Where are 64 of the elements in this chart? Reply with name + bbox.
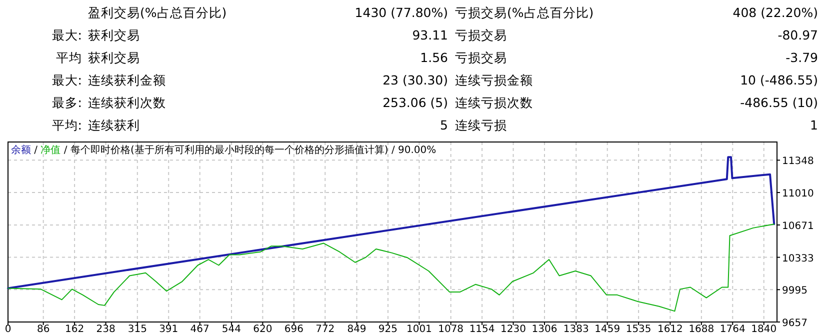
x-tick-label: 1383 <box>563 324 589 334</box>
x-tick-label: 1154 <box>469 324 495 334</box>
text: 10 (-486.55) <box>740 72 818 88</box>
y-tick-label: 9657 <box>782 318 808 329</box>
x-tick-label: 1535 <box>626 324 652 334</box>
x-tick-label: 1764 <box>720 324 746 334</box>
x-tick-label: 86 <box>36 324 50 334</box>
x-tick-label: 238 <box>96 324 116 334</box>
annotation: / <box>31 145 41 156</box>
x-tick-label: 1306 <box>532 324 558 334</box>
x-tick-label: 315 <box>128 324 147 334</box>
text: 亏损交易(%占总百分比) <box>455 5 594 20</box>
text: -486.55 (10) <box>740 95 818 110</box>
text: 连续获利 <box>88 118 140 132</box>
text: 最多: <box>52 95 82 110</box>
x-tick-label: 467 <box>190 324 210 334</box>
text: 平均 <box>56 50 82 65</box>
text: 1430 (77.80%) <box>354 5 448 20</box>
x-tick-label: 772 <box>316 324 335 334</box>
y-tick-label: 11348 <box>782 156 814 168</box>
text: 1 <box>810 118 818 132</box>
x-tick-label: 0 <box>4 324 12 334</box>
x-tick-label: 391 <box>159 324 178 334</box>
text: 亏损交易 <box>455 28 507 42</box>
text: 获利交易 <box>88 28 140 42</box>
x-tick-label: 544 <box>222 324 242 334</box>
text: 1.56 <box>420 50 448 65</box>
text: 408 (22.20%) <box>732 5 818 20</box>
text: 平均: <box>52 118 82 132</box>
text: 连续亏损 <box>455 118 507 132</box>
text: 93.11 <box>412 28 448 42</box>
x-tick-label: 1612 <box>657 324 683 334</box>
text: -80.97 <box>778 28 818 42</box>
y-tick-label: 10671 <box>782 220 814 232</box>
x-tick-label: 849 <box>347 324 366 334</box>
text: 253.06 (5) <box>382 95 448 110</box>
text: 连续获利金额 <box>88 72 166 88</box>
x-tick-label: 1001 <box>406 324 432 334</box>
x-tick-label: 1840 <box>751 324 777 334</box>
text: 最大: <box>52 72 82 88</box>
x-tick-label: 1230 <box>500 324 526 334</box>
text: 获利交易 <box>88 50 140 65</box>
x-tick-label: 620 <box>253 324 272 334</box>
text: -3.79 <box>786 50 818 65</box>
text: 连续获利次数 <box>88 95 166 110</box>
x-tick-label: 1078 <box>438 324 464 334</box>
text: 净值 <box>40 144 61 156</box>
text: 亏损交易 <box>455 50 507 65</box>
x-tick-label: 1459 <box>594 324 620 334</box>
text: 最大: <box>52 28 82 42</box>
text: 余额 <box>11 144 31 156</box>
text: 5 <box>440 118 448 132</box>
text: 连续亏损金额 <box>455 72 533 88</box>
y-tick-label: 9995 <box>782 286 808 297</box>
y-tick-label: 10333 <box>782 253 814 264</box>
text: 连续亏损次数 <box>455 95 533 110</box>
text: 盈利交易(%占总百分比) <box>88 5 227 20</box>
x-tick-label: 1688 <box>688 324 714 334</box>
x-tick-label: 696 <box>284 324 304 334</box>
annotation: / 每个即时价格(基于所有可利用的最小时段的每一个价格的分形插值计算) / 90.00% <box>60 144 436 156</box>
y-tick-label: 11010 <box>782 188 814 200</box>
x-tick-label: 925 <box>378 324 398 334</box>
text: 23 (30.30) <box>382 72 448 88</box>
x-tick-label: 162 <box>65 324 84 334</box>
